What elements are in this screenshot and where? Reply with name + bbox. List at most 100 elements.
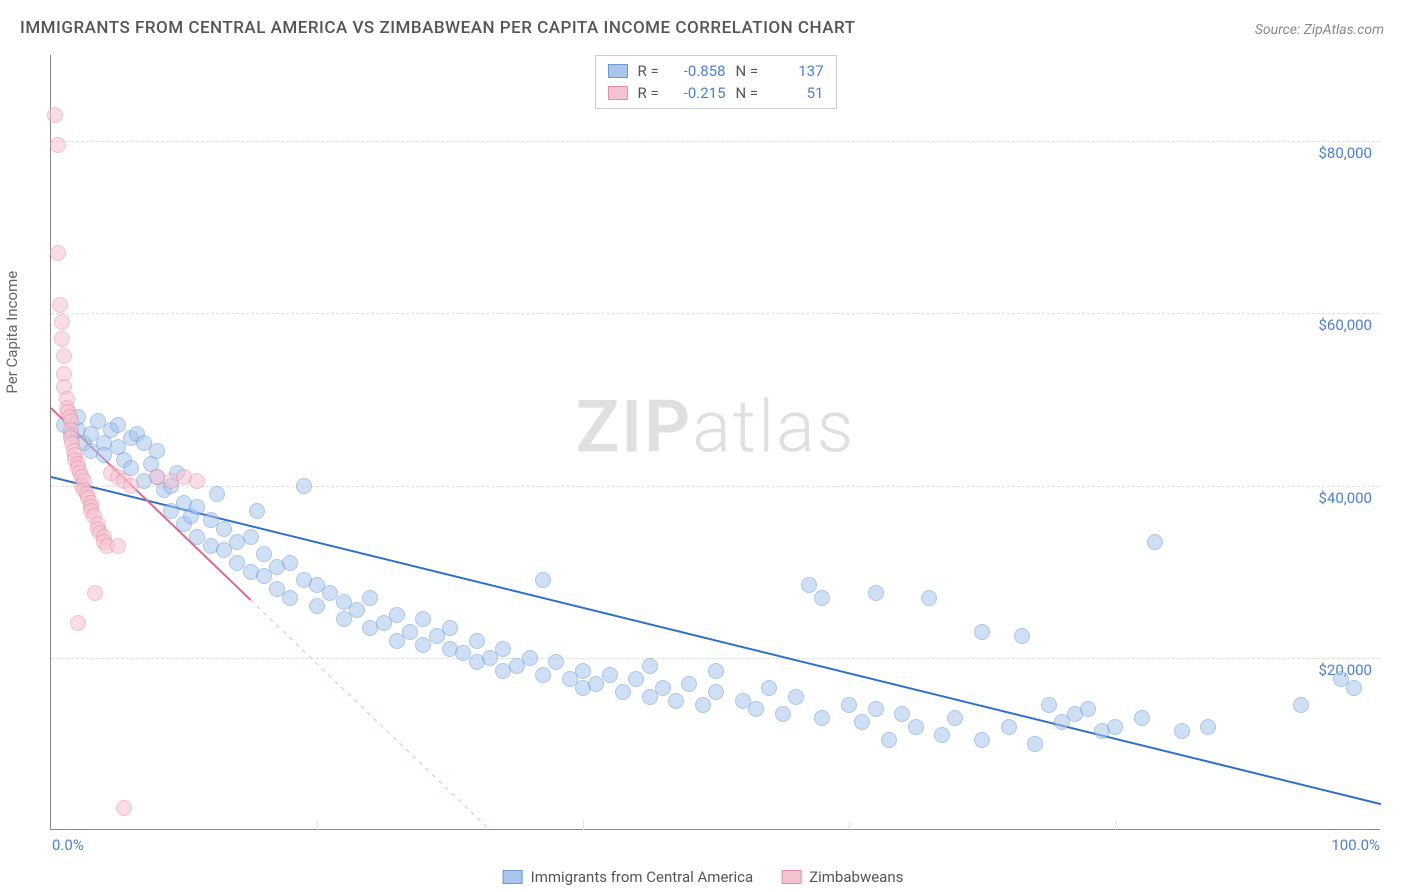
data-point: [442, 620, 458, 636]
data-point: [495, 641, 511, 657]
data-point: [1174, 723, 1190, 739]
data-point: [748, 701, 764, 717]
data-point: [575, 663, 591, 679]
x-tick-label: 0.0%: [52, 836, 84, 854]
data-point: [761, 680, 777, 696]
legend-item-1: Zimbabweans: [781, 868, 903, 886]
gridline-h: [51, 313, 1380, 314]
y-tick-label: $80,000: [1318, 144, 1372, 162]
data-point: [189, 499, 205, 515]
data-point: [788, 689, 804, 705]
data-point: [708, 684, 724, 700]
data-point: [522, 650, 538, 666]
data-point: [894, 706, 910, 722]
data-point: [309, 598, 325, 614]
data-point: [814, 590, 830, 606]
data-point: [868, 585, 884, 601]
plot-area: ZIPatlas R = -0.858 N = 137 R = -0.215 N…: [50, 55, 1380, 830]
data-point: [249, 503, 265, 519]
data-point: [56, 348, 72, 364]
gridline-h: [51, 486, 1380, 487]
data-point: [1200, 719, 1216, 735]
legend-swatch-icon: [781, 870, 801, 884]
data-point: [54, 331, 70, 347]
data-point: [921, 590, 937, 606]
trend-lines-svg: [51, 55, 1381, 830]
data-point: [868, 701, 884, 717]
data-point: [681, 676, 697, 692]
data-point: [216, 521, 232, 537]
data-point: [189, 473, 205, 489]
legend-swatch-0: [608, 64, 628, 78]
data-point: [1014, 628, 1030, 644]
data-point: [668, 693, 684, 709]
y-tick-label: $40,000: [1318, 489, 1372, 507]
data-point: [52, 297, 68, 313]
data-point: [50, 245, 66, 261]
data-point: [296, 478, 312, 494]
data-point: [47, 107, 63, 123]
gridline-v: [583, 820, 584, 830]
data-point: [841, 697, 857, 713]
data-point: [908, 719, 924, 735]
data-point: [149, 443, 165, 459]
legend-swatch-1: [608, 86, 628, 100]
r-label: R =: [638, 84, 666, 102]
watermark-bold: ZIP: [576, 384, 692, 469]
legend-label-0: Immigrants from Central America: [531, 868, 754, 886]
data-point: [110, 538, 126, 554]
data-point: [708, 663, 724, 679]
r-label: R =: [638, 62, 666, 80]
data-point: [116, 800, 132, 816]
data-point: [70, 615, 86, 631]
gridline-h: [51, 141, 1380, 142]
data-point: [881, 732, 897, 748]
gridline-h: [51, 658, 1380, 659]
legend-label-1: Zimbabweans: [809, 868, 903, 886]
r-value-1: -0.215: [676, 84, 726, 102]
watermark: ZIPatlas: [576, 384, 856, 469]
data-point: [209, 486, 225, 502]
gridline-v: [1115, 820, 1116, 830]
data-point: [615, 684, 631, 700]
data-point: [54, 314, 70, 330]
data-point: [1107, 719, 1123, 735]
chart-title: IMMIGRANTS FROM CENTRAL AMERICA VS ZIMBA…: [20, 18, 856, 38]
data-point: [655, 680, 671, 696]
gridline-v: [849, 820, 850, 830]
x-tick-label: 100.0%: [1331, 836, 1380, 854]
data-point: [814, 710, 830, 726]
n-label: N =: [736, 62, 764, 80]
data-point: [282, 555, 298, 571]
data-point: [974, 732, 990, 748]
watermark-light: atlas: [692, 384, 855, 469]
r-value-0: -0.858: [676, 62, 726, 80]
legend-item-0: Immigrants from Central America: [503, 868, 754, 886]
source-attribution: Source: ZipAtlas.com: [1255, 22, 1384, 38]
data-point: [1027, 736, 1043, 752]
y-tick-label: $60,000: [1318, 316, 1372, 334]
data-point: [402, 624, 418, 640]
data-point: [1041, 697, 1057, 713]
data-point: [974, 624, 990, 640]
data-point: [535, 667, 551, 683]
data-point: [775, 706, 791, 722]
data-point: [243, 529, 259, 545]
data-point: [1147, 534, 1163, 550]
data-point: [110, 417, 126, 433]
data-point: [1080, 701, 1096, 717]
legend-bottom: Immigrants from Central America Zimbabwe…: [503, 868, 904, 886]
legend-stats-row-0: R = -0.858 N = 137: [608, 60, 824, 82]
data-point: [801, 577, 817, 593]
y-axis-title: Per Capita Income: [3, 271, 21, 394]
n-value-1: 51: [774, 84, 824, 102]
legend-stats-row-1: R = -0.215 N = 51: [608, 82, 824, 104]
data-point: [548, 654, 564, 670]
n-label: N =: [736, 84, 764, 102]
data-point: [695, 697, 711, 713]
data-point: [535, 572, 551, 588]
legend-swatch-icon: [503, 870, 523, 884]
data-point: [123, 478, 139, 494]
data-point: [362, 590, 378, 606]
gridline-v: [317, 820, 318, 830]
